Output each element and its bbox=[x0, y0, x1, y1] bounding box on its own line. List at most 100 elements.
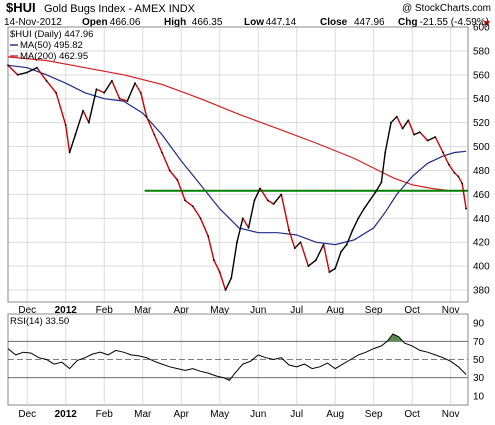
quote-value-1: 466.35 bbox=[192, 17, 223, 28]
price-point-48 bbox=[345, 243, 348, 246]
watermark: @ StockCharts.com bbox=[402, 3, 491, 14]
price-point-50 bbox=[357, 217, 360, 220]
price-point-31 bbox=[236, 241, 238, 244]
price-segment-5 bbox=[45, 80, 57, 94]
price-point-12 bbox=[103, 91, 106, 94]
price-series bbox=[7, 56, 468, 291]
quote-date: 14-Nov-2012 bbox=[4, 17, 62, 28]
price-segment-56 bbox=[384, 122, 392, 153]
price-point-64 bbox=[442, 151, 444, 154]
price-segment-36 bbox=[259, 188, 269, 201]
price-segment-58 bbox=[396, 116, 404, 129]
price-segment-19 bbox=[145, 116, 155, 135]
rsi-grid bbox=[7, 313, 469, 406]
symbol-label: $HUI bbox=[6, 0, 36, 15]
price-segment-38 bbox=[273, 193, 282, 205]
price-segment-4 bbox=[36, 67, 48, 82]
price-tick-580: 580 bbox=[473, 46, 490, 57]
price-point-55 bbox=[384, 151, 387, 154]
x-axis-upper: Dec 2012 Feb Mar Apr May Jun Jul Aug Sep Oct Nov bbox=[18, 305, 459, 316]
price-segment-40 bbox=[288, 230, 296, 249]
price-segment-54 bbox=[375, 182, 382, 193]
price-segment-61 bbox=[413, 131, 421, 136]
x-label-upper-11: Nov bbox=[442, 305, 460, 316]
price-segment-12 bbox=[96, 88, 105, 94]
price-point-52 bbox=[368, 199, 371, 202]
price-point-28 bbox=[218, 271, 221, 273]
price-point-37 bbox=[272, 203, 275, 205]
price-segment-15 bbox=[119, 98, 128, 102]
price-segment-59 bbox=[402, 119, 409, 129]
price-tick-420: 420 bbox=[473, 238, 490, 249]
x-label-upper-10: Oct bbox=[404, 305, 420, 316]
price-segment-10 bbox=[82, 110, 90, 124]
price-point-43 bbox=[315, 259, 317, 262]
x-label-lower-8: Aug bbox=[326, 409, 344, 420]
index-name: Gold Bugs Index - AMEX INDX bbox=[44, 3, 196, 15]
price-point-21 bbox=[168, 169, 171, 172]
x-label-upper-3: Mar bbox=[134, 305, 152, 316]
price-segment-9 bbox=[74, 110, 84, 135]
x-label-upper-0: Dec bbox=[18, 305, 36, 316]
x-label-lower-6: Jun bbox=[250, 409, 266, 420]
quote-label-0: Open bbox=[82, 17, 108, 28]
price-point-17 bbox=[139, 91, 142, 94]
price-segment-26 bbox=[199, 218, 209, 237]
price-segment-62 bbox=[419, 131, 429, 142]
price-point-67 bbox=[457, 175, 460, 178]
price-segment-55 bbox=[380, 152, 386, 183]
price-tick-560: 560 bbox=[473, 70, 490, 81]
price-segment-31 bbox=[230, 242, 238, 279]
x-label-upper-6: Jun bbox=[250, 305, 266, 316]
price-segment-34 bbox=[247, 200, 256, 229]
rsi-tick-30: 30 bbox=[473, 373, 485, 384]
x-label-upper-4: Apr bbox=[173, 305, 189, 316]
price-point-59 bbox=[407, 119, 410, 122]
price-point-14 bbox=[118, 97, 121, 100]
price-segment-25 bbox=[192, 205, 202, 219]
price-point-61 bbox=[419, 131, 421, 134]
price-segment-46 bbox=[329, 267, 336, 273]
price-point-69 bbox=[465, 207, 467, 210]
price-tick-440: 440 bbox=[473, 214, 490, 225]
price-tick-540: 540 bbox=[473, 94, 490, 105]
x-label-upper-2: Feb bbox=[96, 305, 114, 316]
x-label-lower-4: Apr bbox=[173, 409, 189, 420]
price-segment-7 bbox=[65, 124, 71, 153]
price-segment-16 bbox=[126, 82, 136, 102]
quote-value-3: 447.96 bbox=[354, 17, 385, 28]
price-segment-50 bbox=[351, 217, 359, 231]
price-segment-53 bbox=[369, 191, 377, 201]
rsi-axis: 10 30 50 70 90 bbox=[473, 319, 485, 403]
price-point-22 bbox=[176, 179, 179, 181]
price-segment-13 bbox=[103, 80, 113, 94]
price-point-39 bbox=[288, 229, 290, 232]
ma50-line bbox=[7, 64, 467, 246]
x-label-upper-1: 2012 bbox=[55, 305, 78, 316]
price-point-41 bbox=[299, 241, 302, 244]
price-segment-23 bbox=[176, 179, 186, 201]
price-segment-17 bbox=[134, 82, 142, 94]
rsi-series bbox=[7, 333, 467, 382]
price-segment-63 bbox=[427, 136, 436, 142]
x-label-lower-7: Jul bbox=[290, 409, 303, 420]
price-point-53 bbox=[374, 191, 377, 193]
x-label-lower-9: Sep bbox=[365, 409, 383, 420]
price-point-47 bbox=[340, 250, 342, 253]
price-segment-66 bbox=[448, 164, 456, 174]
price-point-10 bbox=[87, 121, 90, 124]
x-label-upper-8: Aug bbox=[326, 305, 344, 316]
price-point-49 bbox=[351, 229, 354, 232]
price-point-5 bbox=[55, 91, 57, 94]
price-segment-37 bbox=[267, 199, 274, 205]
price-point-36 bbox=[266, 199, 269, 202]
price-point-42 bbox=[307, 265, 310, 267]
x-label-upper-9: Sep bbox=[365, 305, 383, 316]
price-point-51 bbox=[363, 207, 365, 210]
price-point-60 bbox=[413, 133, 415, 136]
x-label-lower-3: Mar bbox=[134, 409, 152, 420]
quote-label-3: Close bbox=[320, 17, 348, 28]
price-segment-30 bbox=[224, 277, 232, 291]
price-tick-500: 500 bbox=[473, 142, 490, 153]
